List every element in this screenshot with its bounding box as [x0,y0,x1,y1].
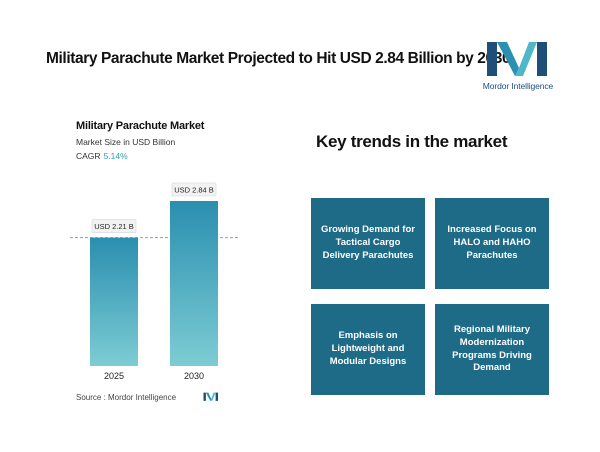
bar [90,237,138,366]
cagr-label: CAGR [76,151,101,161]
cagr-line: CAGR 5.14% [76,151,128,161]
trends-title: Key trends in the market [316,132,508,151]
source-note: Source : Mordor Intelligence [76,393,177,402]
data-label: USD 2.84 B [174,185,214,194]
data-label: USD 2.21 B [94,222,134,231]
category-label: 2030 [184,371,204,381]
trend-card-text: Regional Military Modernization Programs… [452,323,532,374]
trend-card-text: Increased Focus on HALO and HAHO Parachu… [447,224,537,261]
mordor-m-logo-icon [487,42,547,76]
mordor-small-logo-icon [203,392,219,401]
trend-card: Regional Military Modernization Programs… [435,304,549,395]
data-label-box [91,219,137,233]
page-title: Military Parachute Market Projected to H… [46,50,511,67]
cagr-value: 5.14% [103,151,128,161]
chart-title: Military Parachute Market [76,120,205,132]
trend-card-text: Emphasis on Lightweight and Modular Desi… [329,330,407,367]
bar [170,201,218,366]
data-label-box [171,182,217,197]
trend-card: Emphasis on Lightweight and Modular Desi… [311,304,425,395]
logo-text: Mordor Intelligence [482,81,554,91]
bar-chart: USD 2.21 B 2025 USD 2.84 B 2030 [70,182,240,381]
chart-subtitle: Market Size in USD Billion [76,137,176,147]
trend-card-text: Growing Demand for Tactical Cargo Delive… [321,224,415,261]
trend-card: Growing Demand for Tactical Cargo Delive… [311,198,425,289]
company-logo: Mordor Intelligence [483,38,553,91]
trend-card: Increased Focus on HALO and HAHO Parachu… [435,198,549,289]
category-label: 2025 [104,371,124,381]
